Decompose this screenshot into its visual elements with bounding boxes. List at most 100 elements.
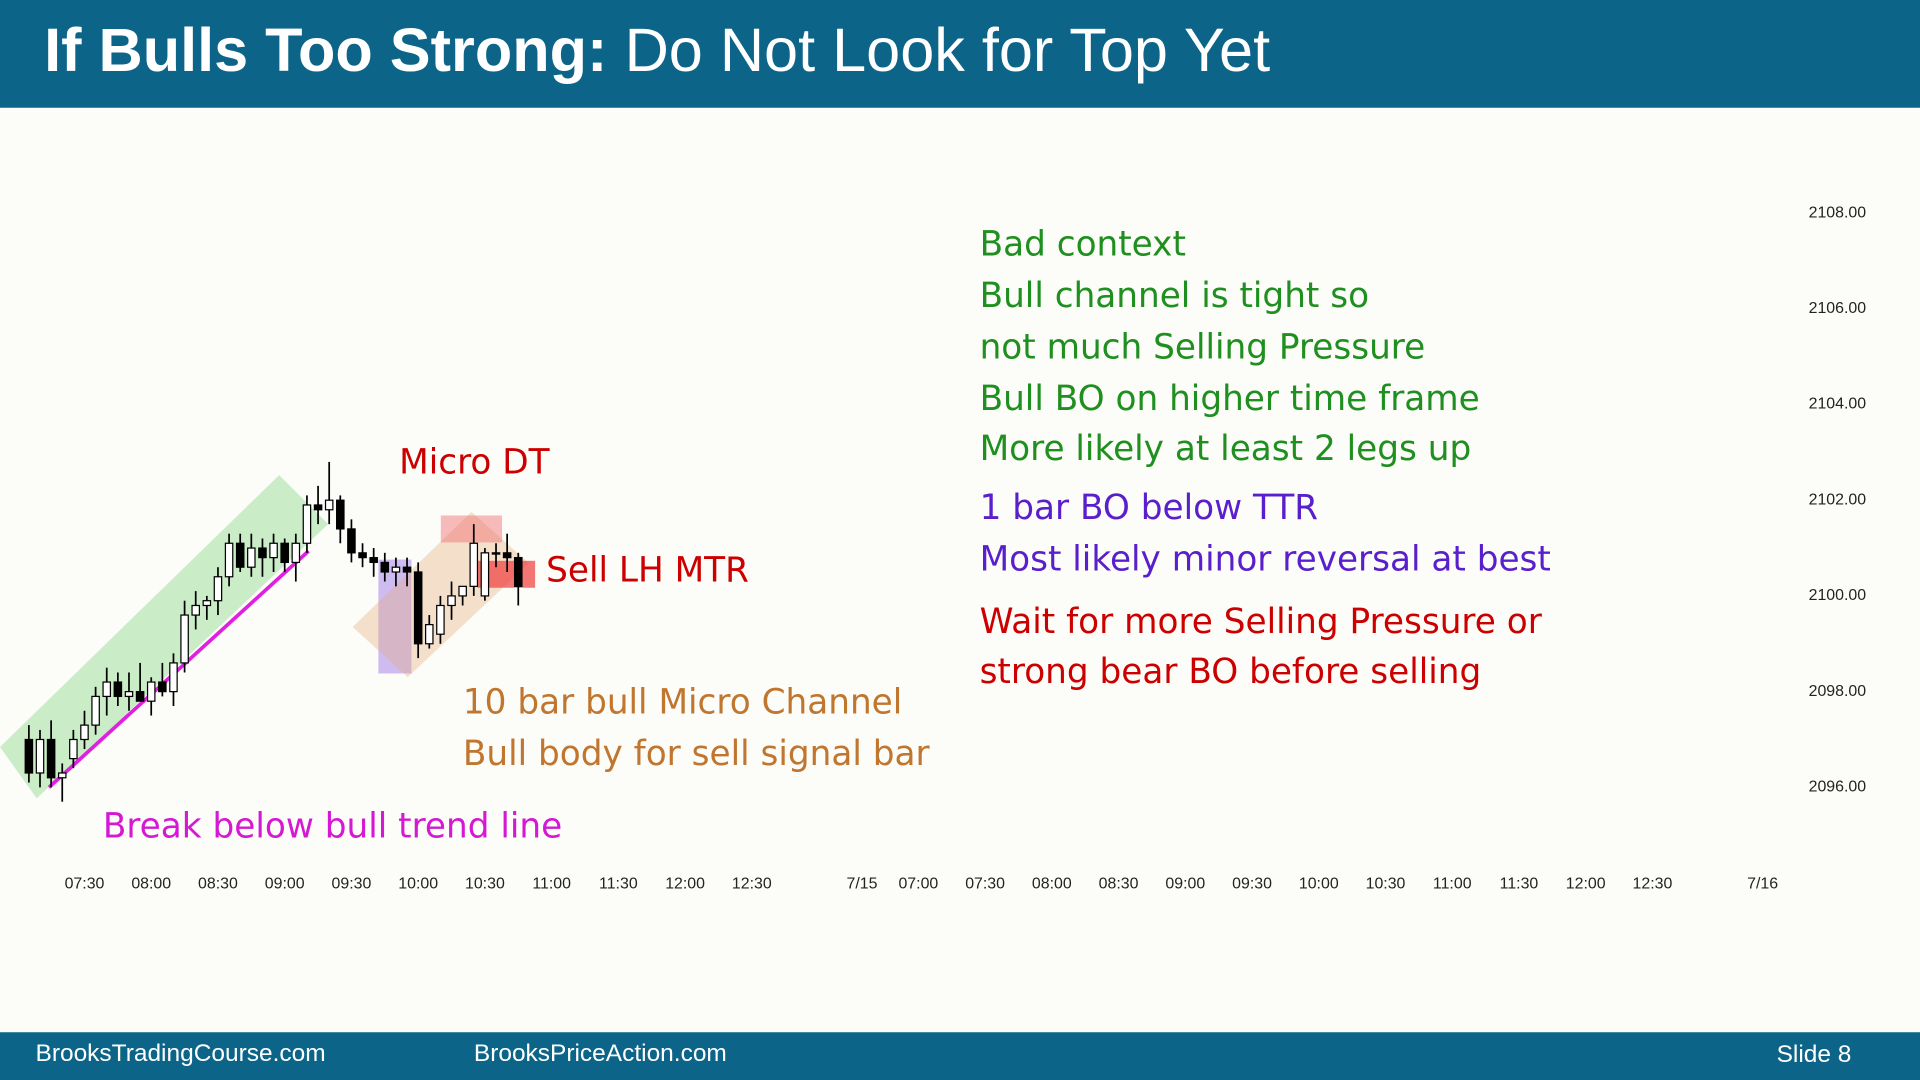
x-tick-label: 12:00 <box>1566 875 1606 892</box>
bull-channel <box>0 475 329 799</box>
candle-body <box>269 542 278 559</box>
candle-body <box>124 691 134 698</box>
x-tick-label: 09:00 <box>265 875 305 892</box>
x-tick-label: 08:00 <box>1032 875 1072 892</box>
candle-body <box>324 499 334 511</box>
candle-body <box>302 504 312 544</box>
candle-body <box>247 547 256 568</box>
candles <box>24 461 523 802</box>
x-tick-label: 07:00 <box>898 875 938 892</box>
annotation: Bad context <box>980 225 1186 265</box>
x-tick-label: 09:00 <box>1165 875 1205 892</box>
candle-body <box>502 552 512 559</box>
title-bold: If Bulls Too Strong: <box>44 16 607 84</box>
candle-body <box>358 552 367 559</box>
x-tick-label: 10:30 <box>1366 875 1406 892</box>
candle-body <box>202 600 212 607</box>
annotation: 1 bar BO below TTR <box>980 488 1318 528</box>
candle-body <box>57 772 67 779</box>
annotation: not much Selling Pressure <box>980 327 1426 367</box>
candle-body <box>458 585 467 597</box>
y-tick-label: 2102.00 <box>1809 491 1867 508</box>
header-bar <box>0 0 1920 108</box>
annotation: Wait for more Selling Pressure or <box>980 602 1543 642</box>
candle-body <box>146 681 156 702</box>
candle-body <box>380 561 390 573</box>
candle-body <box>436 604 445 635</box>
micro-dt-box <box>440 515 503 543</box>
title-rest: Do Not Look for Top Yet <box>625 16 1271 84</box>
candle-body <box>513 557 523 587</box>
candle-body <box>291 542 301 564</box>
y-tick-label: 2108.00 <box>1809 204 1867 221</box>
annotation: 10 bar bull Micro Channel <box>463 683 902 723</box>
x-tick-label: 11:00 <box>532 875 571 892</box>
x-tick-label: 12:30 <box>732 875 772 892</box>
x-tick-label: 09:30 <box>332 875 372 892</box>
x-tick-label: 7/16 <box>1747 875 1778 892</box>
x-tick-label: 07:30 <box>65 875 105 892</box>
candle-body <box>313 504 323 511</box>
trend-line <box>47 549 310 789</box>
candle-body <box>224 542 234 578</box>
annotation: strong bear BO before selling <box>980 652 1482 692</box>
x-tick-label: 7/15 <box>847 875 878 892</box>
x-tick-label: 10:00 <box>398 875 438 892</box>
candle-body <box>235 542 245 568</box>
x-tick-label: 07:30 <box>965 875 1005 892</box>
slide-number: Slide 8 <box>1777 1041 1852 1068</box>
annotation: Bull BO on higher time frame <box>980 379 1480 419</box>
footer-center: BrooksPriceAction.com <box>474 1040 727 1067</box>
y-tick-label: 2100.00 <box>1809 587 1867 604</box>
candle-body <box>158 681 167 693</box>
annotation: Sell LH MTR <box>546 550 749 590</box>
x-tick-label: 08:30 <box>1099 875 1139 892</box>
labels: 2108.00 2106.00 2104.00 2102.00 2100.00 2098.… <box>65 204 1867 892</box>
candle-body <box>80 724 89 741</box>
candle-body <box>347 528 356 554</box>
candle-body <box>69 738 78 760</box>
candle-body <box>391 566 401 573</box>
candle-body <box>169 662 178 693</box>
candle-body <box>35 738 45 774</box>
annotation: More likely at least 2 legs up <box>980 429 1472 469</box>
y-tick-label: 2104.00 <box>1809 396 1867 413</box>
x-tick-label: 11:30 <box>599 875 638 892</box>
candle-body <box>447 595 456 607</box>
annotation: Bull channel is tight so <box>980 276 1369 316</box>
annotation: Most likely minor reversal at best <box>980 539 1551 579</box>
x-tick-label: 11:30 <box>1500 875 1539 892</box>
candle-body <box>469 542 479 587</box>
x-tick-label: 10:30 <box>465 875 505 892</box>
bo-bar-highlight <box>378 559 412 674</box>
y-tick-label: 2098.00 <box>1809 683 1867 700</box>
candle-body <box>102 681 112 698</box>
title: If Bulls Too Strong: Do Not Look for Top … <box>44 16 1270 84</box>
x-tick-label: 08:00 <box>131 875 171 892</box>
candle-body <box>491 552 501 555</box>
candle-body <box>191 604 200 616</box>
candle-body <box>135 691 145 702</box>
y-tick-label: 2096.00 <box>1809 779 1867 796</box>
x-tick-label: 11:00 <box>1433 875 1472 892</box>
candle-body <box>46 738 56 779</box>
x-tick-label: 12:30 <box>1633 875 1673 892</box>
candle-body <box>258 547 267 559</box>
candle-body <box>113 681 123 698</box>
footer-left: BrooksTradingCourse.com <box>36 1040 326 1067</box>
candle-body <box>24 738 34 774</box>
annotation: Bull body for sell signal bar <box>463 734 931 774</box>
candle-body <box>213 576 223 602</box>
candle-body <box>180 614 189 664</box>
candle-body <box>413 571 423 645</box>
candle-body <box>480 552 490 597</box>
annotation: Micro DT <box>399 443 550 483</box>
candle-body <box>280 542 289 564</box>
footer-bar <box>0 1032 1920 1080</box>
annotation: Break below bull trend line <box>103 806 562 846</box>
candle-body <box>425 624 434 645</box>
y-tick-label: 2106.00 <box>1809 300 1867 317</box>
